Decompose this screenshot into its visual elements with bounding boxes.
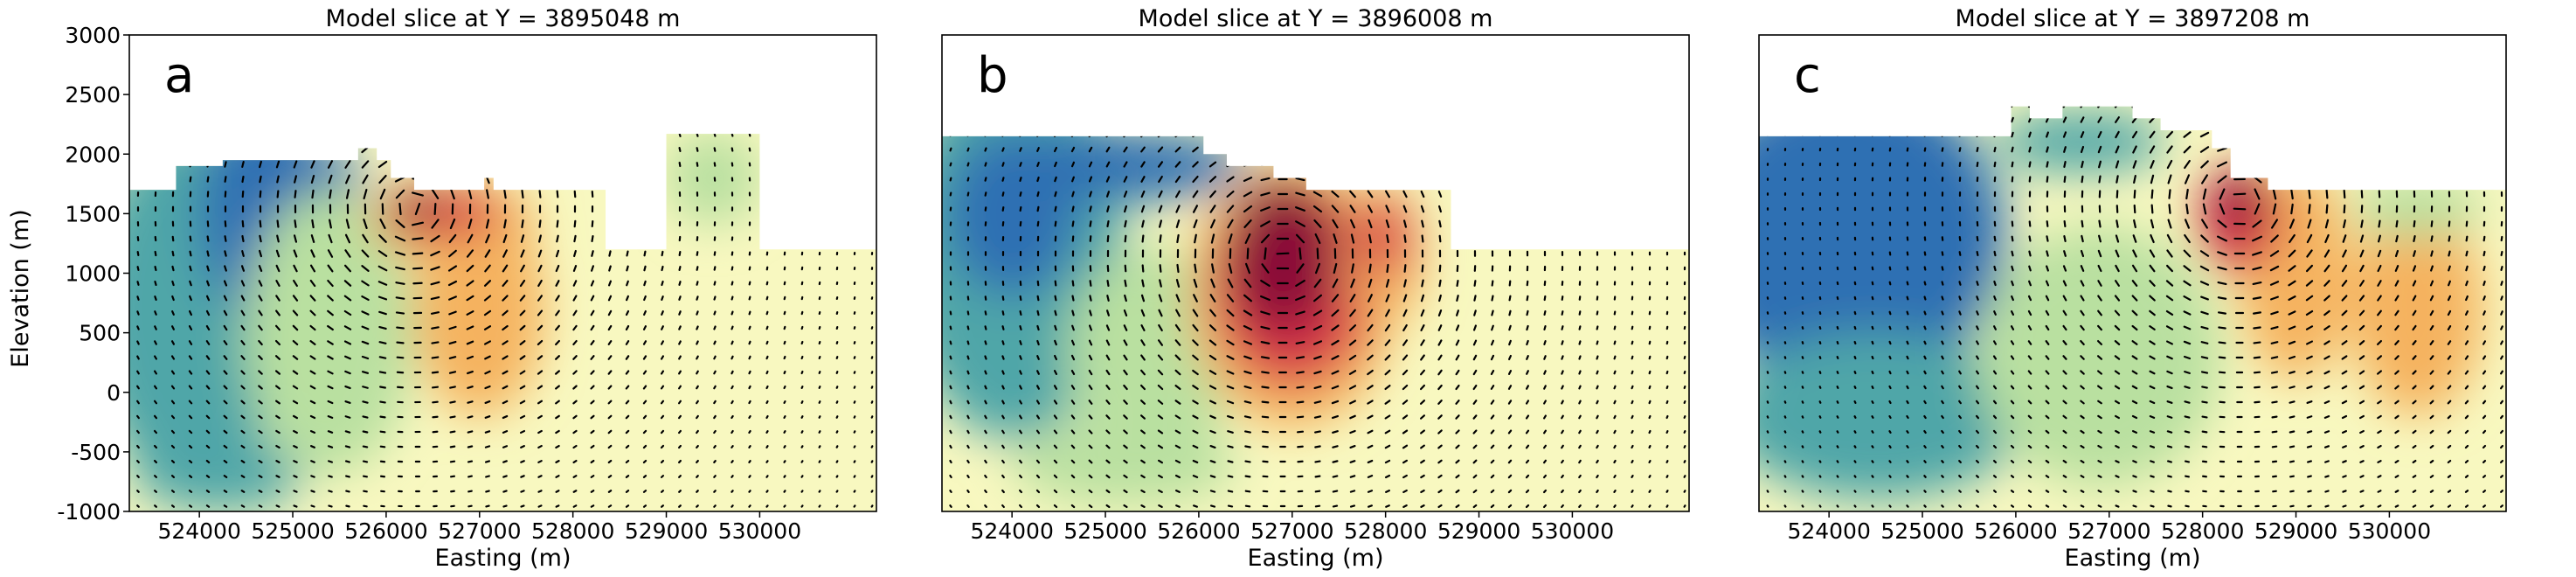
- anomaly-9: [134, 440, 302, 511]
- vector-field: [1766, 106, 2504, 508]
- anomaly-1: [1759, 332, 2025, 500]
- panel-letter: c: [1794, 47, 1821, 104]
- vector-field: [949, 136, 1686, 509]
- x-tick-label: 528000: [1344, 518, 1427, 544]
- panel-title: Model slice at Y = 3896008 m: [1139, 5, 1493, 32]
- x-axis-label: Easting (m): [435, 545, 571, 572]
- anomaly-2: [1997, 112, 2165, 172]
- anomaly-7: [1226, 177, 1340, 333]
- y-tick-label: 500: [79, 321, 121, 346]
- anomaly-0: [1759, 106, 2007, 393]
- anomaly-4: [246, 190, 414, 476]
- x-tick-label: 527000: [438, 518, 521, 544]
- x-tick-label: 524000: [157, 518, 240, 544]
- anomaly-8: [2351, 177, 2483, 238]
- y-tick-label: 1000: [65, 261, 121, 287]
- anomaly-8: [385, 190, 443, 226]
- anomaly-9: [1361, 195, 1409, 280]
- x-axis-label: Easting (m): [2065, 545, 2201, 572]
- x-tick-label: 525000: [1063, 518, 1146, 544]
- y-tick-label: 2500: [65, 82, 121, 108]
- y-tick-label: 1500: [65, 201, 121, 226]
- x-tick-label: 526000: [1974, 518, 2057, 544]
- panel-title: Model slice at Y = 3897208 m: [1956, 5, 2310, 32]
- anomaly-10: [666, 134, 760, 226]
- plot-frame: [1758, 34, 2507, 512]
- y-tick-label: 2000: [65, 142, 121, 167]
- x-tick-label: 525000: [251, 518, 334, 544]
- panel-c: Model slice at Y = 3897208 m c 524000 52500…: [1758, 5, 2507, 572]
- y-tick-label: -1000: [57, 499, 121, 525]
- x-tick-label: 529000: [1437, 518, 1520, 544]
- x-tick-label: 526000: [344, 518, 427, 544]
- y-tick-label: -500: [71, 440, 121, 465]
- anomaly-5: [2351, 201, 2483, 416]
- panel-a: Model slice at Y = 3895048 m a 524000 52500…: [57, 5, 877, 572]
- model-body: [129, 134, 876, 511]
- y-tick-label: 0: [107, 380, 121, 406]
- x-tick-label: 526000: [1157, 518, 1240, 544]
- x-tick-label: 530000: [2348, 518, 2431, 544]
- x-tick-label: 529000: [2254, 518, 2337, 544]
- anomaly-2: [946, 136, 1077, 297]
- panel-letter: b: [977, 47, 1008, 104]
- anomaly-7: [2216, 171, 2264, 232]
- panel-group: Model slice at Y = 3895048 m a 524000 52500…: [57, 5, 2507, 572]
- x-tick-label: 530000: [718, 518, 801, 544]
- x-tick-label: 529000: [625, 518, 708, 544]
- x-axis-label: Easting (m): [1248, 545, 1384, 572]
- panel-title: Model slice at Y = 3895048 m: [326, 5, 681, 32]
- plot-frame: [941, 34, 1690, 512]
- x-tick-label: 528000: [2161, 518, 2244, 544]
- x-tick-label: 525000: [1880, 518, 1963, 544]
- panel-b: Model slice at Y = 3896008 m b 524000 52500…: [941, 5, 1690, 572]
- model-body: [942, 136, 1689, 511]
- y-axis-label: Elevation (m): [7, 209, 34, 367]
- x-tick-label: 530000: [1531, 518, 1614, 544]
- model-body: [1759, 106, 2506, 511]
- x-tick-label: 524000: [1787, 518, 1870, 544]
- y-tick-label: 3000: [65, 23, 121, 48]
- x-tick-label: 527000: [1250, 518, 1333, 544]
- x-tick-label: 524000: [970, 518, 1053, 544]
- x-tick-label: 527000: [2067, 518, 2150, 544]
- panel-letter: a: [164, 47, 194, 104]
- x-tick-label: 528000: [531, 518, 614, 544]
